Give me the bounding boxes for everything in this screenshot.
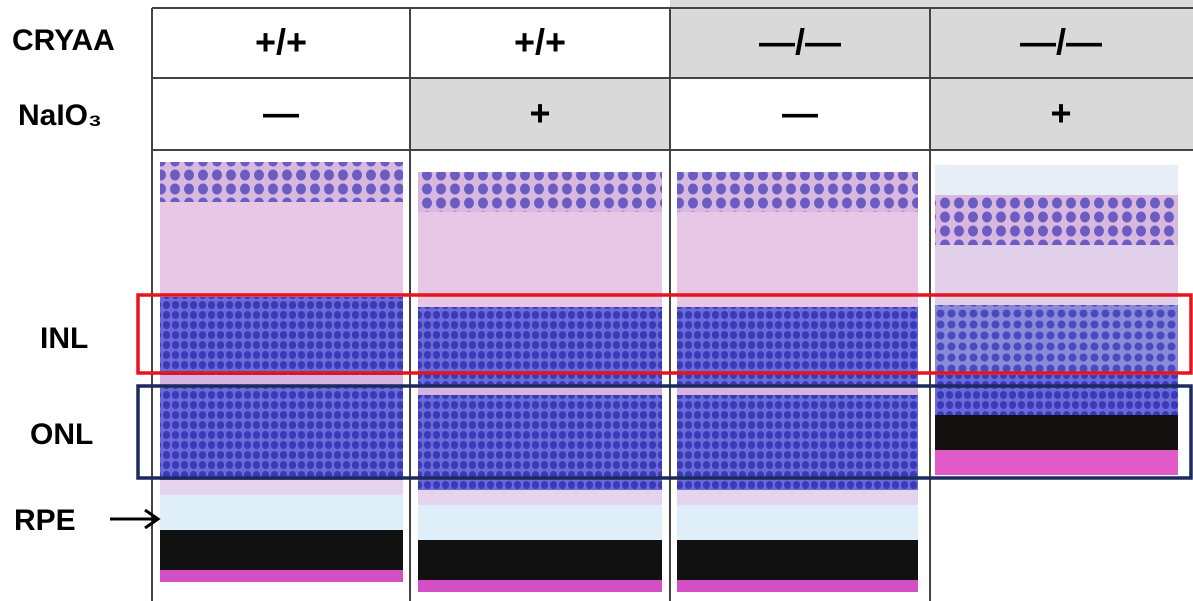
tissue-layer [418, 505, 662, 540]
layer-label: ONL [30, 418, 93, 451]
layer-label: INL [40, 322, 88, 355]
cell-text: —/— [1020, 22, 1102, 63]
cell-text: — [782, 93, 818, 134]
tissue-layer [677, 505, 918, 540]
tissue-layer [677, 212, 918, 307]
tissue-layer [160, 297, 403, 375]
tissue-layer [677, 580, 918, 592]
tissue-layer [418, 212, 662, 307]
tissue-layer [160, 202, 403, 297]
layer-label: RPE [14, 504, 76, 537]
tissue-layer [677, 540, 918, 580]
tissue-layer [935, 165, 1178, 195]
cell-text: — [263, 93, 299, 134]
row-label: NaIO₃ [18, 99, 102, 132]
tissue-layer [160, 495, 403, 530]
cell-shade [670, 0, 1193, 78]
tissue-layer [418, 580, 662, 592]
tissue-layer [677, 172, 918, 212]
tissue-layer [935, 450, 1178, 475]
tissue-layer [160, 162, 403, 202]
tissue-layer [418, 540, 662, 580]
figure: CRYAA NaIO₃ INL ONL RPE +/+ +/+ —/— —/— — + — + [0, 0, 1193, 601]
tissue-layer [160, 375, 403, 385]
cell-text: +/+ [514, 22, 566, 63]
tissue-layer [935, 415, 1178, 450]
tissue-layer [935, 195, 1178, 245]
cell-text: +/+ [255, 22, 307, 63]
tissue-layer [160, 385, 403, 480]
tissue-layer [418, 395, 662, 490]
row-label: CRYAA [12, 24, 115, 57]
cell-text: —/— [759, 22, 841, 63]
tissue-layer [160, 570, 403, 582]
tissue-layer [677, 395, 918, 490]
tissue-layer [160, 530, 403, 570]
tissue-layer [935, 305, 1178, 375]
tissue-layer [418, 172, 662, 212]
tissue-layer [677, 490, 918, 505]
tissue-layer [160, 480, 403, 495]
tissue-layer [418, 490, 662, 505]
cell-text: + [1050, 93, 1071, 134]
cell-text: + [529, 93, 550, 134]
tissue-layer [935, 375, 1178, 415]
